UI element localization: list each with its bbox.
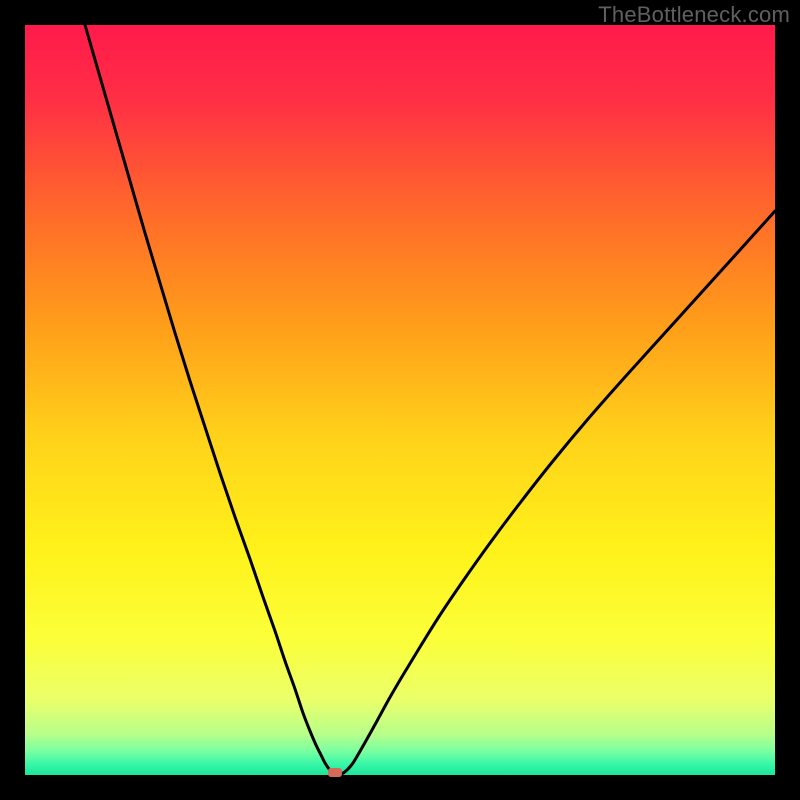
plot-area (25, 25, 775, 775)
optimum-marker (328, 768, 342, 777)
chart-container: TheBottleneck.com (0, 0, 800, 800)
bottleneck-curve (25, 25, 775, 775)
watermark-text: TheBottleneck.com (598, 2, 790, 28)
